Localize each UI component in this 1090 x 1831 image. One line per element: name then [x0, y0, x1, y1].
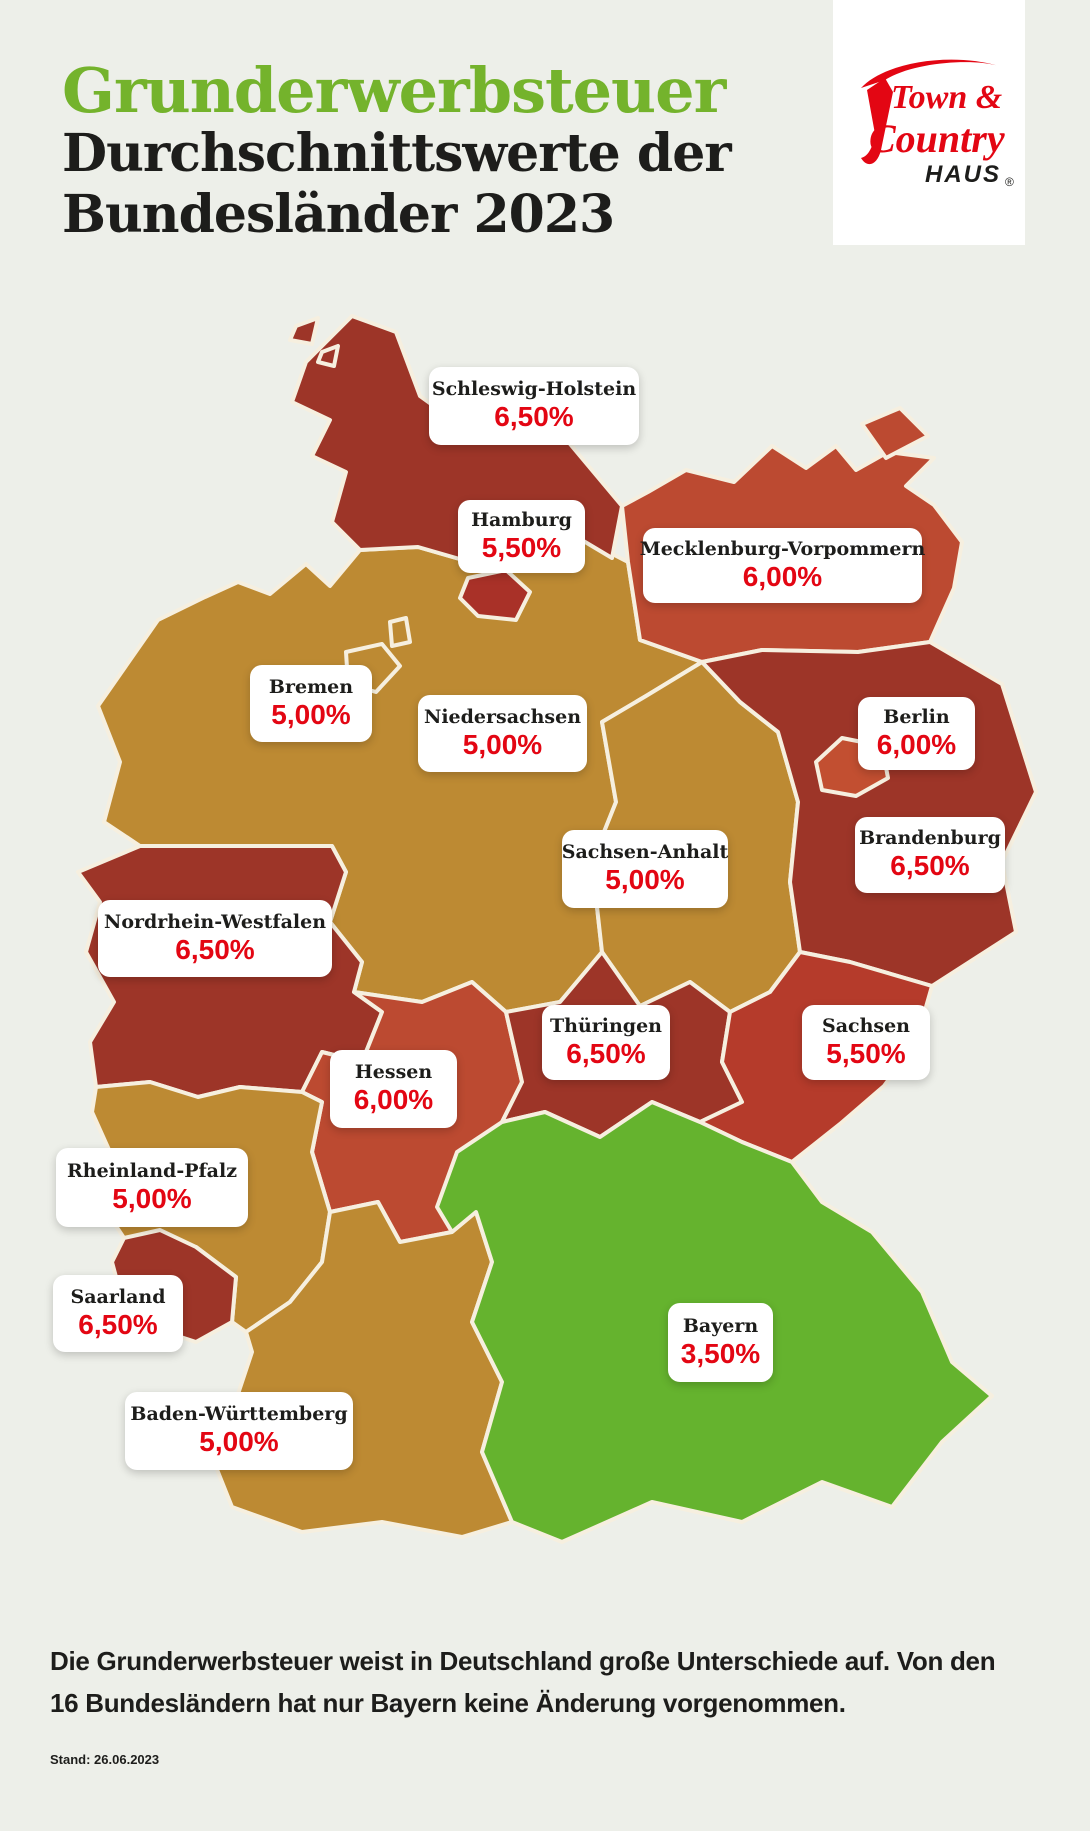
state-name: Bayern — [682, 1314, 759, 1337]
page-subtitle-line1: Durchschnittswerte der — [62, 123, 732, 185]
state-name: Rheinland-Pfalz — [66, 1159, 238, 1182]
logo-haus-text: HAUS — [925, 161, 1001, 188]
footer-text: Die Grunderwerbsteuer weist in Deutschla… — [50, 1640, 1050, 1724]
state-value: 5,50% — [481, 531, 562, 563]
page-title: Grunderwerbsteuer — [62, 54, 726, 127]
page-subtitle-line2: Bundesländer 2023 — [62, 184, 615, 246]
state-name: Niedersachsen — [423, 705, 582, 728]
state-name: Saarland — [70, 1285, 166, 1308]
state-value: 5,00% — [605, 864, 685, 896]
region-mecklenburg-vorpommern-ruegen — [860, 406, 930, 460]
town-country-logo: Town & Country HAUS ® — [833, 0, 1025, 245]
state-value: 5,00% — [271, 698, 351, 730]
state-name: Schleswig-Holstein — [431, 378, 637, 401]
town-country-logo-icon: Town & Country HAUS ® — [861, 59, 1014, 189]
state-value: 3,50% — [680, 1337, 761, 1369]
state-value: 6,50% — [494, 401, 574, 433]
label-bremen: Bremen 5,00% — [250, 665, 372, 742]
stand-date: Stand: 26.06.2023 — [50, 1752, 160, 1767]
state-name: Sachsen — [821, 1014, 910, 1037]
state-value: 6,50% — [566, 1037, 646, 1069]
logo-country-text: Country — [869, 116, 1005, 161]
state-name: Mecklenburg-Vorpommern — [639, 537, 926, 560]
state-name: Hessen — [354, 1061, 433, 1084]
state-value: 6,00% — [353, 1084, 434, 1116]
state-value: 5,00% — [112, 1182, 192, 1214]
state-value: 5,00% — [199, 1426, 279, 1458]
logo-swoosh — [861, 59, 999, 88]
label-bayern: Bayern 3,50% — [668, 1303, 773, 1382]
label-rheinland-pfalz: Rheinland-Pfalz 5,00% — [56, 1148, 248, 1227]
state-value: 5,50% — [826, 1037, 906, 1069]
state-value: 6,00% — [876, 728, 957, 760]
region-schleswig-holstein-island2 — [316, 344, 340, 368]
label-hamburg: Hamburg 5,50% — [458, 500, 585, 573]
label-mecklenburg-vorpommern: Mecklenburg-Vorpommern 6,00% — [640, 528, 925, 603]
logo-registered-mark: ® — [1005, 175, 1014, 189]
label-brandenburg: Brandenburg 6,50% — [855, 817, 1005, 893]
label-saarland: Saarland 6,50% — [53, 1275, 183, 1352]
label-niedersachsen: Niedersachsen 5,00% — [418, 695, 587, 772]
label-sachsen-anhalt: Sachsen-Anhalt 5,00% — [562, 830, 728, 908]
footer-line2: 16 Bundesländern hat nur Bayern keine Än… — [50, 1688, 846, 1719]
label-schleswig-holstein: Schleswig-Holstein 6,50% — [429, 367, 639, 445]
state-name: Thüringen — [550, 1014, 662, 1037]
state-name: Bremen — [268, 675, 354, 698]
state-value: 6,50% — [890, 850, 970, 882]
label-berlin: Berlin 6,00% — [858, 697, 975, 770]
region-schleswig-holstein-island — [288, 316, 320, 346]
state-name: Nordrhein-Westfalen — [103, 910, 327, 933]
state-value: 6,50% — [175, 933, 255, 965]
state-value: 5,00% — [462, 728, 543, 760]
logo-town-text: Town & — [891, 79, 1003, 116]
footer-line1: Die Grunderwerbsteuer weist in Deutschla… — [50, 1646, 996, 1676]
state-name: Berlin — [883, 705, 950, 728]
state-name: Brandenburg — [859, 827, 1001, 850]
label-thueringen: Thüringen 6,50% — [542, 1005, 670, 1080]
state-name: Baden-Württemberg — [130, 1403, 348, 1426]
state-value: 6,00% — [742, 560, 823, 592]
state-name: Hamburg — [471, 508, 572, 531]
label-nordrhein-westfalen: Nordrhein-Westfalen 6,50% — [98, 900, 332, 977]
state-name: Sachsen-Anhalt — [561, 841, 729, 864]
logo-t-stem — [861, 78, 893, 165]
state-value: 6,50% — [78, 1308, 158, 1340]
label-baden-wuerttemberg: Baden-Württemberg 5,00% — [125, 1392, 353, 1470]
region-bremen-bremerhaven — [388, 616, 412, 648]
label-sachsen: Sachsen 5,50% — [802, 1005, 930, 1080]
header: Grunderwerbsteuer Durchschnittswerte der… — [62, 54, 732, 246]
label-hessen: Hessen 6,00% — [330, 1050, 457, 1128]
